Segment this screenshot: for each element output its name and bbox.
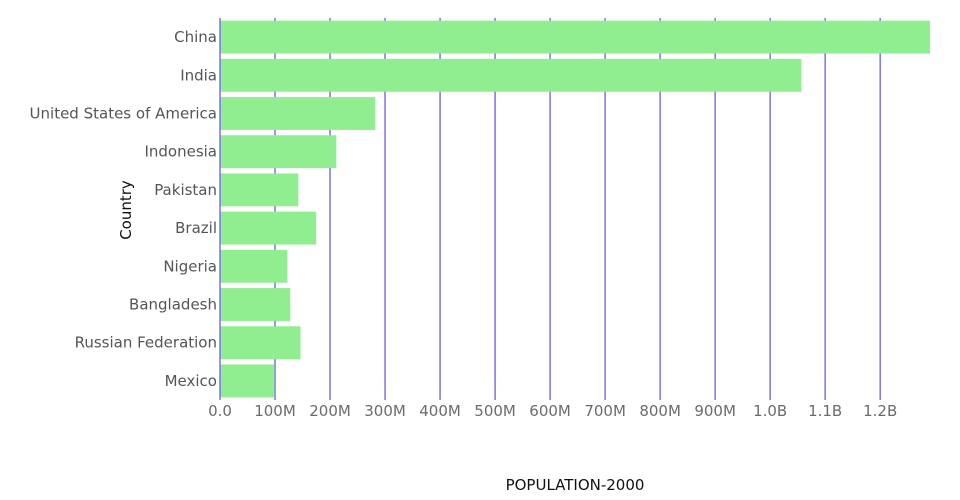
x-tick-label: 1.2B [863, 402, 897, 420]
bar [220, 58, 802, 92]
bar [220, 173, 299, 207]
bar [220, 97, 376, 130]
category-label: Bangladesh [129, 296, 217, 314]
category-label: Russian Federation [75, 334, 217, 352]
bar [220, 249, 288, 283]
x-tick-label: 0.0 [208, 402, 232, 420]
x-axis-title: POPULATION-2000 [506, 476, 645, 494]
x-tick-label: 200M [309, 402, 351, 420]
category-labels: China India United States of America Indone… [30, 28, 217, 390]
bar [220, 211, 317, 245]
category-label: India [180, 66, 217, 84]
x-tick-label: 300M [364, 402, 406, 420]
x-tick-label: 800M [639, 402, 681, 420]
x-tick-label: 900M [694, 402, 736, 420]
category-label: United States of America [30, 105, 217, 123]
bar [220, 326, 301, 360]
bar [220, 288, 291, 321]
category-label: Indonesia [144, 143, 217, 161]
x-tick-label: 700M [584, 402, 626, 420]
x-tick-labels: 0.0 100M 200M 300M 400M 500M 600M 700M 800M 900M 1… [208, 402, 897, 420]
bars-layer [219, 18, 930, 400]
x-tick-label: 500M [474, 402, 516, 420]
x-tick-label: 1.0B [753, 402, 787, 420]
x-tick-label: 1.1B [808, 402, 842, 420]
bar [220, 20, 930, 54]
category-label: Pakistan [154, 181, 217, 199]
x-tick-label: 600M [529, 402, 571, 420]
category-label: Nigeria [163, 257, 217, 275]
category-label: Brazil [175, 219, 217, 237]
category-label: Mexico [165, 372, 217, 390]
bar [220, 364, 275, 398]
category-label: China [174, 28, 217, 46]
y-axis-title: Country [117, 180, 135, 240]
x-tick-label: 400M [419, 402, 461, 420]
x-tick-label: 100M [254, 402, 296, 420]
bar [220, 135, 337, 169]
